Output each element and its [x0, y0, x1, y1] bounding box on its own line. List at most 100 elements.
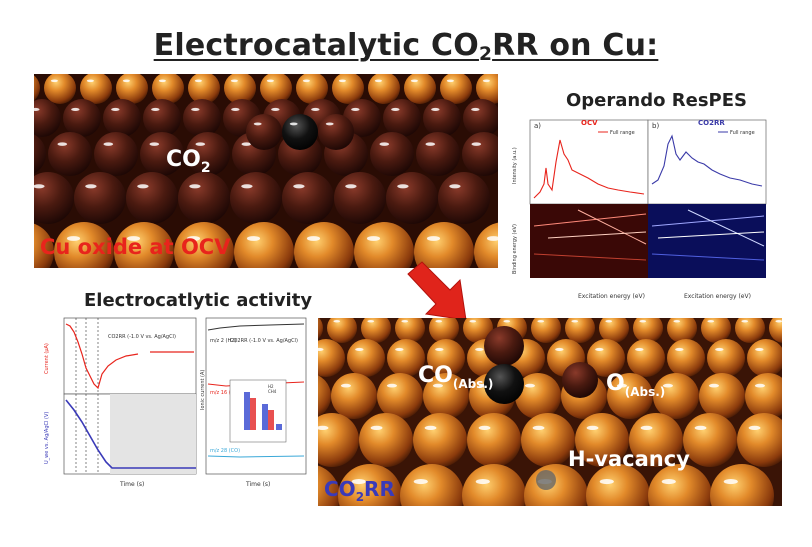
cu-atom: [114, 222, 174, 268]
right-xlabel: Time (s): [245, 481, 270, 488]
cu-atom: [331, 373, 377, 419]
h2-label: m/z 2 (H2): [210, 338, 236, 344]
map-streak: [651, 253, 765, 261]
map-streak: [651, 215, 765, 227]
highlight: [325, 122, 334, 126]
oxide-atom: [230, 172, 282, 224]
cu-atom: [627, 339, 665, 377]
highlight: [469, 320, 477, 323]
cu-atom: [531, 318, 561, 343]
highlight: [85, 184, 97, 189]
highlight: [241, 184, 253, 189]
co2-oxygen-atom: [246, 114, 282, 150]
highlight: [662, 383, 674, 388]
highlight: [410, 79, 418, 83]
cu-atom: [769, 318, 782, 343]
cu-oxide-scene: CO2 Cu oxide at OCV: [34, 74, 498, 268]
oxide-atom: [143, 99, 181, 137]
inset-legend-ch4: CH4: [268, 389, 277, 394]
cu-atom: [710, 464, 774, 506]
highlight: [482, 79, 490, 83]
highlight: [707, 320, 715, 323]
highlight: [673, 320, 681, 323]
oxide-atom: [334, 172, 386, 224]
oxide-atom: [370, 132, 414, 176]
co-abs-label: CO(Abs.): [418, 363, 493, 391]
highlight: [675, 347, 684, 351]
highlight: [431, 107, 440, 111]
map-streak: [533, 253, 647, 261]
left-bottom-ylabel: U_we vs. Ag/AgCl (V): [44, 412, 50, 464]
highlight: [391, 107, 400, 111]
highlight: [302, 79, 310, 83]
highlight: [186, 236, 201, 241]
highlight: [289, 122, 298, 126]
cu-atom: [467, 413, 521, 467]
cu-atom: [462, 464, 526, 506]
co2-label: CO2: [166, 147, 211, 176]
highlight: [616, 383, 628, 388]
oxide-atom: [48, 132, 92, 176]
highlight: [471, 142, 482, 146]
oxide-atom: [126, 172, 178, 224]
highlight: [555, 347, 564, 351]
highlight: [435, 347, 444, 351]
highlight: [66, 236, 81, 241]
highlight: [755, 347, 764, 351]
highlight: [137, 184, 149, 189]
highlight: [345, 184, 357, 189]
cu-atom: [707, 339, 745, 377]
cu-atom: [347, 339, 385, 377]
highlight: [34, 107, 40, 111]
cu-atom: [395, 318, 425, 343]
figure-title: Electrocatalytic CO2RR on Cu:: [153, 28, 659, 66]
co-label: m/z 28 (CO): [210, 448, 240, 454]
highlight: [151, 107, 160, 111]
cu-oxide-caption: Cu oxide at OCV: [40, 235, 231, 259]
highlight: [635, 347, 644, 351]
respes-figure: a) OCV b) CO2RR Full range Full range Bi…: [512, 119, 767, 300]
oxide-atom: [386, 172, 438, 224]
oxide-atom: [462, 132, 498, 176]
oxide-atom: [178, 172, 230, 224]
co2rr-scene: CO(Abs.) O(Abs.) H-vacancy CO2RR: [318, 318, 782, 506]
highlight: [475, 347, 484, 351]
highlight: [475, 479, 490, 485]
highlight: [694, 425, 707, 431]
highlight: [253, 122, 262, 126]
highlight: [57, 142, 68, 146]
cu-atom: [174, 222, 234, 268]
highlight: [486, 236, 498, 241]
highlight: [471, 107, 480, 111]
highlight: [639, 320, 647, 323]
highlight: [449, 184, 461, 189]
respes-title: Operando ResPES: [566, 90, 747, 111]
highlight: [195, 142, 206, 146]
left-xlabel: Time (s): [119, 481, 144, 488]
cu-atom: [429, 318, 459, 343]
highlight: [306, 236, 321, 241]
highlight: [311, 107, 320, 111]
highlight: [379, 142, 390, 146]
cu-atom: [400, 464, 464, 506]
co2-oxygen-atom: [318, 114, 354, 150]
highlight: [86, 79, 94, 83]
left-top-ylabel: Current (µA): [44, 343, 50, 374]
highlight: [189, 184, 201, 189]
oxide-atom: [463, 99, 498, 137]
map-streak: [533, 213, 647, 227]
respes-ylabel-top: Intensity (a.u.): [512, 147, 518, 184]
vacancy-marker: [536, 470, 556, 490]
highlight: [266, 79, 274, 83]
highlight: [71, 107, 80, 111]
cu-atom: [699, 373, 745, 419]
highlight: [340, 383, 352, 388]
highlight: [293, 184, 305, 189]
highlight: [230, 79, 238, 83]
cu-atom: [745, 373, 782, 419]
oxide-atom: [282, 172, 334, 224]
co-oxygen-atom: [484, 326, 524, 366]
highlight: [158, 79, 166, 83]
cu-atom: [354, 222, 414, 268]
cu-atom: [463, 318, 493, 343]
